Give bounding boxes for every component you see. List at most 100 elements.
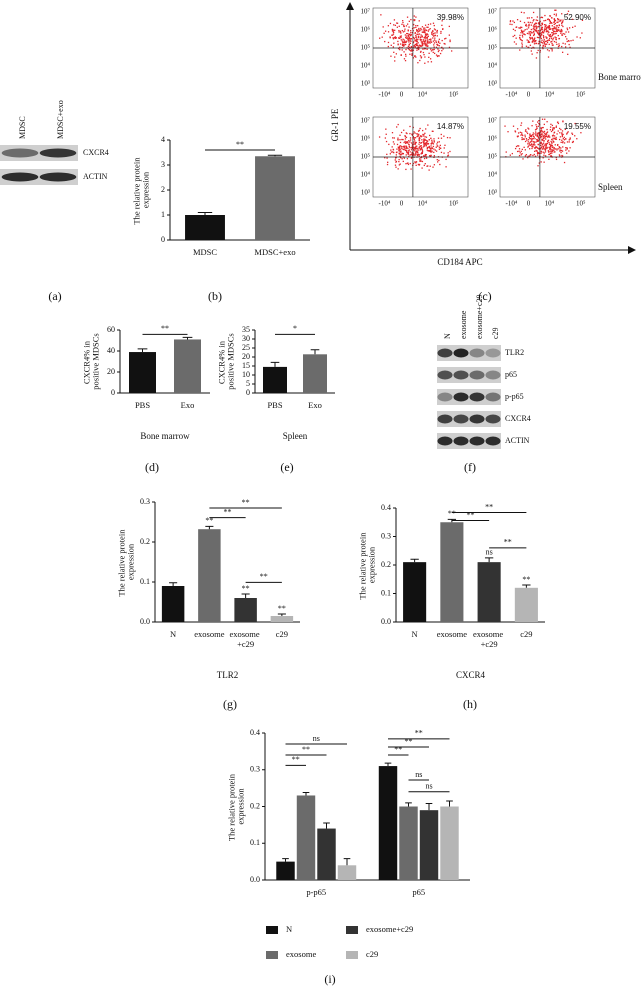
event-dot [428,169,430,171]
event-dot [418,139,420,141]
flow-x-tick-label: 10⁵ [576,91,586,99]
event-dot [425,29,428,32]
legend-swatch [346,926,358,934]
event-dot [412,136,414,138]
blot-strip [437,367,501,383]
event-dot [429,147,431,149]
event-dot [536,16,539,18]
event-dot [391,34,393,36]
event-dot [438,159,440,162]
event-dot [416,150,418,153]
event-dot [418,20,420,22]
event-dot [540,16,543,18]
event-dot [518,154,521,157]
event-dot [557,29,559,31]
event-dot [532,30,535,33]
event-dot [557,26,560,29]
event-dot [415,24,417,27]
event-dot [387,31,390,33]
event-dot [548,28,551,31]
event-dot [560,32,562,34]
bar [276,861,295,880]
event-dot [532,40,534,42]
event-dot [562,141,564,143]
event-dot [520,29,523,31]
event-dot [538,152,541,155]
event-dot [409,49,411,51]
event-dot [521,148,523,151]
event-dot [423,37,426,39]
event-dot [407,150,410,152]
event-dot [564,35,567,38]
event-dot [529,148,531,150]
event-dot [408,36,410,39]
flow-y-tick-label: 10³ [361,80,370,88]
event-dot [559,155,561,157]
event-dot [432,143,435,145]
blot-band [437,348,453,358]
event-dot [385,133,387,135]
event-dot [424,37,427,39]
flow-y-tick-label: 10³ [361,189,370,197]
event-dot [546,41,549,44]
event-dot [411,31,414,34]
event-dot [403,157,406,159]
event-dot [557,45,560,48]
event-dot [528,143,530,145]
event-dot [521,34,524,36]
event-dot [424,36,426,38]
event-dot [536,140,538,142]
event-dot [431,139,433,141]
bar [403,562,427,622]
x-tick-label: N [170,629,176,639]
event-dot [412,146,415,148]
event-dot [524,136,526,138]
event-dot [403,141,405,144]
event-dot [409,38,412,40]
event-dot [518,145,520,147]
event-dot [525,23,527,26]
significance-label: ** [161,324,169,333]
event-dot [552,139,554,141]
event-dot [521,133,523,136]
event-dot [566,148,568,150]
bar [185,215,225,240]
x-axis-title: Bone marrow [140,431,190,441]
event-dot [561,134,563,136]
y-tick-label: 2 [161,185,165,194]
event-dot [399,134,401,136]
event-dot [544,135,547,138]
event-dot [548,151,550,153]
event-dot [392,141,395,143]
event-dot [520,26,522,28]
event-dot [433,39,436,41]
blot-band [437,370,453,380]
event-dot [425,154,427,156]
event-dot [566,28,569,31]
event-dot [549,22,551,24]
event-dot [404,148,406,150]
event-dot [529,133,531,135]
event-dot [438,38,441,40]
event-dot [532,20,534,22]
event-dot [524,130,527,132]
blot-strip [437,389,501,405]
event-dot [427,150,429,152]
event-dot [409,42,412,44]
event-dot [393,37,396,39]
event-dot [398,164,401,166]
event-dot [409,154,411,156]
event-dot [545,144,548,146]
event-dot [418,158,421,160]
event-dot [535,146,537,149]
event-dot [555,138,558,140]
event-dot [537,125,539,127]
event-dot [414,137,417,139]
event-dot [415,164,417,166]
event-dot [417,42,419,44]
event-dot [523,138,525,140]
event-dot [409,141,411,143]
blot-band [1,172,39,182]
event-dot [411,154,414,157]
event-dot [417,153,419,156]
